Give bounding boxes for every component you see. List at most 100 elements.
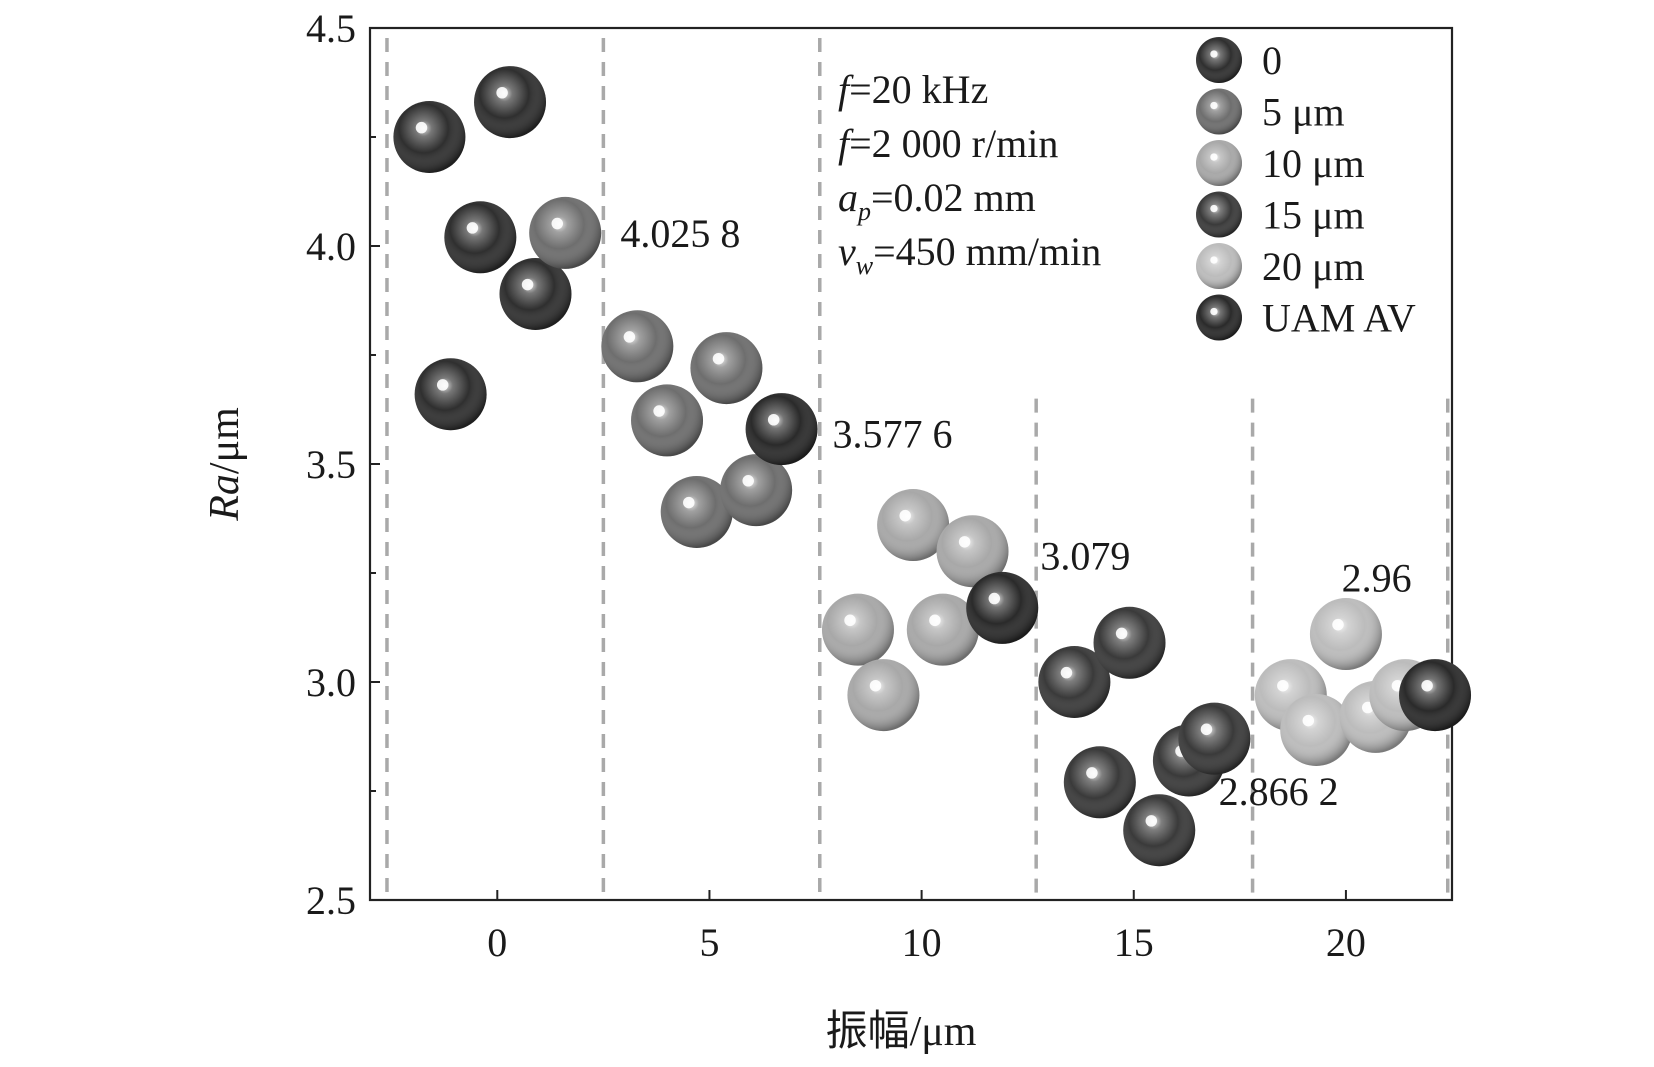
sphere-highlight (1332, 618, 1344, 631)
sphere-highlight (844, 614, 856, 627)
value-label: 3.079 (1040, 534, 1130, 579)
sphere-shading (474, 66, 547, 139)
sphere-highlight (712, 352, 725, 365)
sphere-highlight (988, 592, 1001, 605)
sphere-shading (720, 454, 793, 527)
sphere-highlight (1210, 204, 1218, 213)
data-point (1063, 746, 1136, 819)
legend-item: 10 μm (1196, 140, 1365, 186)
sphere-highlight (415, 121, 428, 134)
data-point (414, 358, 487, 431)
legend-marker (1196, 191, 1242, 238)
x-tick-label: 15 (1114, 920, 1154, 965)
sphere-shading (631, 384, 704, 457)
sphere-shading (529, 196, 602, 269)
sphere-shading (444, 201, 517, 274)
data-point (1123, 794, 1196, 867)
sphere-highlight (742, 475, 754, 487)
data-point (1309, 598, 1382, 671)
sphere-highlight (551, 217, 564, 230)
value-label: 2.96 (1342, 555, 1412, 600)
sphere-shading (745, 393, 818, 466)
legend-label: 20 μm (1262, 244, 1365, 289)
value-label: 4.025 8 (620, 211, 740, 256)
data-point (660, 475, 733, 548)
sphere-highlight (1421, 679, 1433, 692)
y-tick-label: 3.0 (306, 660, 356, 705)
sphere-shading (877, 489, 950, 562)
data-point (1038, 646, 1111, 718)
legend-item: 5 μm (1196, 88, 1345, 135)
legend-item: UAM AV (1196, 294, 1416, 341)
value-label: 3.577 6 (833, 411, 953, 456)
legend-item: 0 (1196, 37, 1282, 83)
sphere-highlight (1210, 307, 1218, 316)
data-point (631, 384, 704, 457)
data-point (877, 489, 950, 562)
sphere-highlight (1277, 679, 1289, 692)
sphere-shading (660, 475, 733, 548)
sphere-highlight (1210, 153, 1218, 161)
sphere-highlight (1200, 723, 1213, 736)
sphere-shading (1196, 37, 1242, 83)
legend-label: 0 (1262, 38, 1282, 83)
parameter-line: f=20 kHz (838, 67, 988, 112)
data-point (690, 332, 763, 405)
parameter-line: f=2 000 r/min (838, 121, 1058, 166)
data-point (474, 66, 547, 139)
sphere-highlight (1302, 714, 1315, 727)
sphere-shading (1093, 606, 1166, 679)
legend-marker (1196, 88, 1242, 135)
legend-item: 15 μm (1196, 191, 1365, 238)
sphere-highlight (958, 536, 971, 548)
sphere-shading (1196, 88, 1242, 135)
sphere-shading (936, 515, 1009, 588)
sphere-shading (1280, 693, 1353, 766)
sphere-shading (1196, 243, 1242, 289)
y-axis-title: Ra/μm (202, 407, 248, 522)
x-tick-label: 0 (487, 920, 507, 965)
data-points (393, 66, 1472, 867)
sphere-highlight (436, 379, 449, 391)
data-point (1093, 606, 1166, 679)
sphere-highlight (1210, 101, 1218, 110)
sphere-shading (601, 310, 674, 383)
group-dividers (385, 38, 1450, 900)
sphere-shading (906, 593, 979, 666)
sphere-shading (1123, 794, 1196, 867)
data-point (821, 593, 894, 666)
sphere-highlight (1210, 50, 1218, 58)
legend-label: 5 μm (1262, 90, 1345, 135)
data-point (1280, 693, 1353, 766)
sphere-shading (499, 257, 572, 330)
sphere-shading (1309, 598, 1382, 671)
data-point (444, 201, 517, 274)
legend-item: 20 μm (1196, 243, 1365, 289)
data-point (499, 257, 572, 330)
data-point (745, 393, 818, 466)
legend-marker (1196, 294, 1242, 341)
sphere-shading (1063, 746, 1136, 819)
sphere-shading (1196, 191, 1242, 238)
data-point (1399, 659, 1472, 732)
sphere-highlight (929, 614, 941, 627)
data-point (966, 571, 1039, 644)
legend-label: UAM AV (1262, 296, 1416, 341)
data-point (936, 515, 1009, 588)
sphere-shading (847, 659, 920, 732)
sphere-highlight (1210, 256, 1218, 264)
x-tick-label: 5 (699, 920, 719, 965)
legend-label: 15 μm (1262, 193, 1365, 238)
y-tick-label: 3.5 (306, 442, 356, 487)
sphere-highlight (683, 496, 695, 509)
x-axis-title: 振幅/μm (826, 1009, 977, 1055)
data-point (1178, 702, 1251, 775)
data-point (393, 101, 466, 173)
data-point (720, 454, 793, 527)
sphere-highlight (1086, 767, 1098, 779)
x-tick-label: 10 (902, 920, 942, 965)
y-tick-label: 4.5 (306, 6, 356, 51)
sphere-shading (690, 332, 763, 405)
